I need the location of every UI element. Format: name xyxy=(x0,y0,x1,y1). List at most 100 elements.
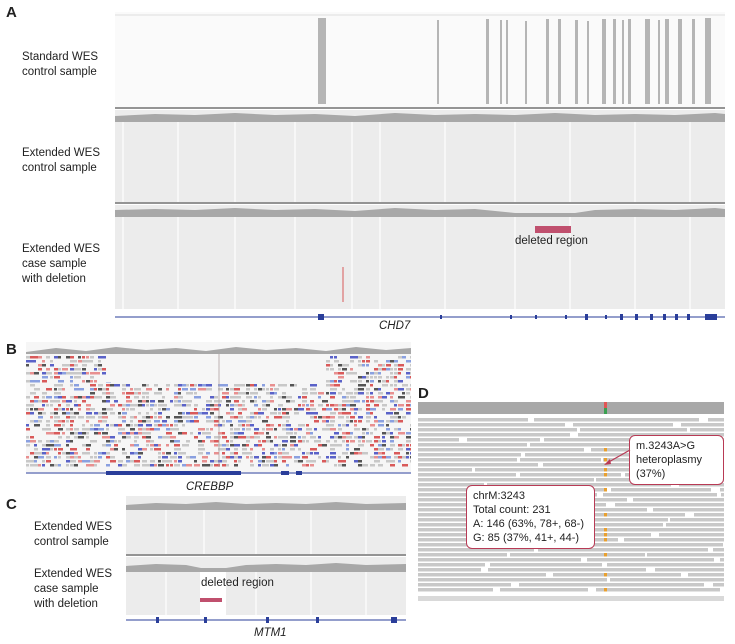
read-fragment xyxy=(46,356,50,359)
read-fragment xyxy=(302,456,308,459)
read-fragment xyxy=(382,364,385,367)
read-fragment xyxy=(106,452,110,455)
read-fragment xyxy=(342,460,346,463)
read-fragment xyxy=(38,368,42,371)
aligned-read xyxy=(418,478,594,482)
read-fragment xyxy=(374,456,380,459)
read-fragment xyxy=(66,372,71,375)
read-fragment xyxy=(194,392,197,395)
read-fragment xyxy=(46,448,52,451)
read-fragment xyxy=(262,420,268,423)
read-fragment xyxy=(410,376,411,379)
read-fragment xyxy=(58,464,61,467)
panel-d-variant-coverage xyxy=(604,402,607,408)
read-fragment xyxy=(70,380,73,383)
read-fragment xyxy=(406,388,411,391)
read-fragment xyxy=(402,456,407,459)
read-fragment xyxy=(134,404,138,407)
read-fragment xyxy=(230,456,234,459)
read-fragment xyxy=(202,448,205,451)
read-fragment xyxy=(238,408,242,411)
aligned-read xyxy=(418,468,472,472)
panel-d-reference-sequence xyxy=(418,596,724,601)
read-fragment xyxy=(406,376,411,379)
read-fragment xyxy=(42,412,46,415)
read-fragment xyxy=(386,456,391,459)
read-fragment xyxy=(318,404,323,407)
read-fragment xyxy=(398,380,403,383)
read-fragment xyxy=(26,364,29,367)
read-fragment xyxy=(158,412,162,415)
read-fragment xyxy=(38,416,43,419)
read-fragment xyxy=(338,376,344,379)
read-fragment xyxy=(362,436,365,439)
read-fragment xyxy=(330,424,334,427)
read-fragment xyxy=(358,360,361,363)
read-fragment xyxy=(274,464,278,467)
read-fragment xyxy=(74,368,80,371)
read-fragment xyxy=(190,412,194,415)
read-fragment xyxy=(362,384,366,387)
read-fragment xyxy=(326,420,329,423)
read-fragment xyxy=(198,448,204,451)
read-fragment xyxy=(326,404,329,407)
read-fragment xyxy=(370,392,373,395)
read-fragment xyxy=(374,400,378,403)
read-fragment xyxy=(106,444,111,447)
read-fragment xyxy=(382,396,387,399)
read-fragment xyxy=(286,400,290,403)
read-fragment xyxy=(394,400,398,403)
read-fragment xyxy=(246,444,249,447)
read-fragment xyxy=(318,416,324,419)
read-fragment xyxy=(338,460,344,463)
read-fragment xyxy=(342,440,345,443)
variant-callout-line3: (37%) xyxy=(636,468,666,480)
read-fragment xyxy=(142,384,148,387)
read-fragment xyxy=(366,404,370,407)
read-fragment xyxy=(386,448,390,451)
read-fragment xyxy=(178,392,181,395)
read-fragment xyxy=(394,428,398,431)
read-fragment xyxy=(278,384,283,387)
read-fragment xyxy=(70,376,73,379)
read-fragment xyxy=(62,368,68,371)
read-fragment xyxy=(70,360,76,363)
read-fragment xyxy=(206,428,209,431)
read-fragment xyxy=(34,388,40,391)
read-fragment xyxy=(190,416,193,419)
read-fragment xyxy=(62,388,65,391)
read-fragment xyxy=(222,392,226,395)
read-fragment xyxy=(102,408,108,411)
read-fragment xyxy=(394,412,399,415)
read-fragment xyxy=(362,360,365,363)
read-fragment xyxy=(170,400,173,403)
aligned-read xyxy=(525,453,722,457)
read-fragment xyxy=(230,428,233,431)
read-fragment xyxy=(242,428,245,431)
read-fragment xyxy=(234,456,238,459)
read-fragment xyxy=(34,452,39,455)
read-fragment xyxy=(234,392,240,395)
read-fragment xyxy=(26,428,30,431)
read-fragment xyxy=(246,420,252,423)
aligned-read xyxy=(418,448,584,452)
read-fragment xyxy=(250,456,253,459)
read-fragment xyxy=(330,404,336,407)
read-fragment xyxy=(174,448,180,451)
read-fragment xyxy=(222,396,228,399)
read-fragment xyxy=(374,440,380,443)
read-fragment xyxy=(206,404,211,407)
read-fragment xyxy=(390,460,395,463)
read-fragment xyxy=(102,368,107,371)
read-fragment xyxy=(238,404,244,407)
read-fragment xyxy=(334,432,339,435)
read-fragment xyxy=(86,444,91,447)
read-fragment xyxy=(322,416,328,419)
read-fragment xyxy=(54,384,60,387)
read-fragment xyxy=(338,424,341,427)
aligned-read xyxy=(418,418,528,422)
read-fragment xyxy=(278,412,281,415)
read-fragment xyxy=(58,436,62,439)
read-fragment xyxy=(194,420,199,423)
read-fragment xyxy=(166,464,169,467)
